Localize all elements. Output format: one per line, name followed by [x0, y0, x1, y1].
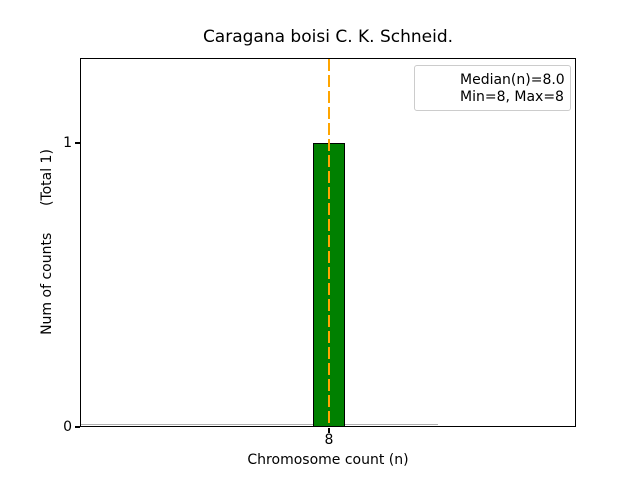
legend-minmax-label: Min=8, Max=8 — [460, 88, 564, 105]
plot-area — [80, 58, 576, 427]
legend: Median(n)=8.0 Min=8, Max=8 — [414, 65, 571, 111]
median-dashed-line — [328, 59, 330, 426]
y-tick-label-0: 0 — [63, 419, 72, 435]
x-tick-mark-8 — [328, 428, 330, 433]
y-tick-mark-0 — [75, 426, 80, 428]
legend-median-label: Median(n)=8.0 — [460, 71, 565, 88]
x-tick-label-8: 8 — [324, 432, 334, 448]
legend-row-median: Median(n)=8.0 — [424, 71, 565, 88]
chart-title: Caragana boisi C. K. Schneid. — [202, 27, 454, 47]
y-axis-label: Num of counts (Total 1) — [39, 149, 55, 335]
zero-baseline — [81, 423, 438, 425]
y-tick-label-1: 1 — [63, 135, 72, 151]
y-tick-mark-1 — [75, 142, 80, 144]
x-axis-label: Chromosome count (n) — [247, 452, 409, 468]
legend-row-minmax: Min=8, Max=8 — [424, 88, 564, 105]
